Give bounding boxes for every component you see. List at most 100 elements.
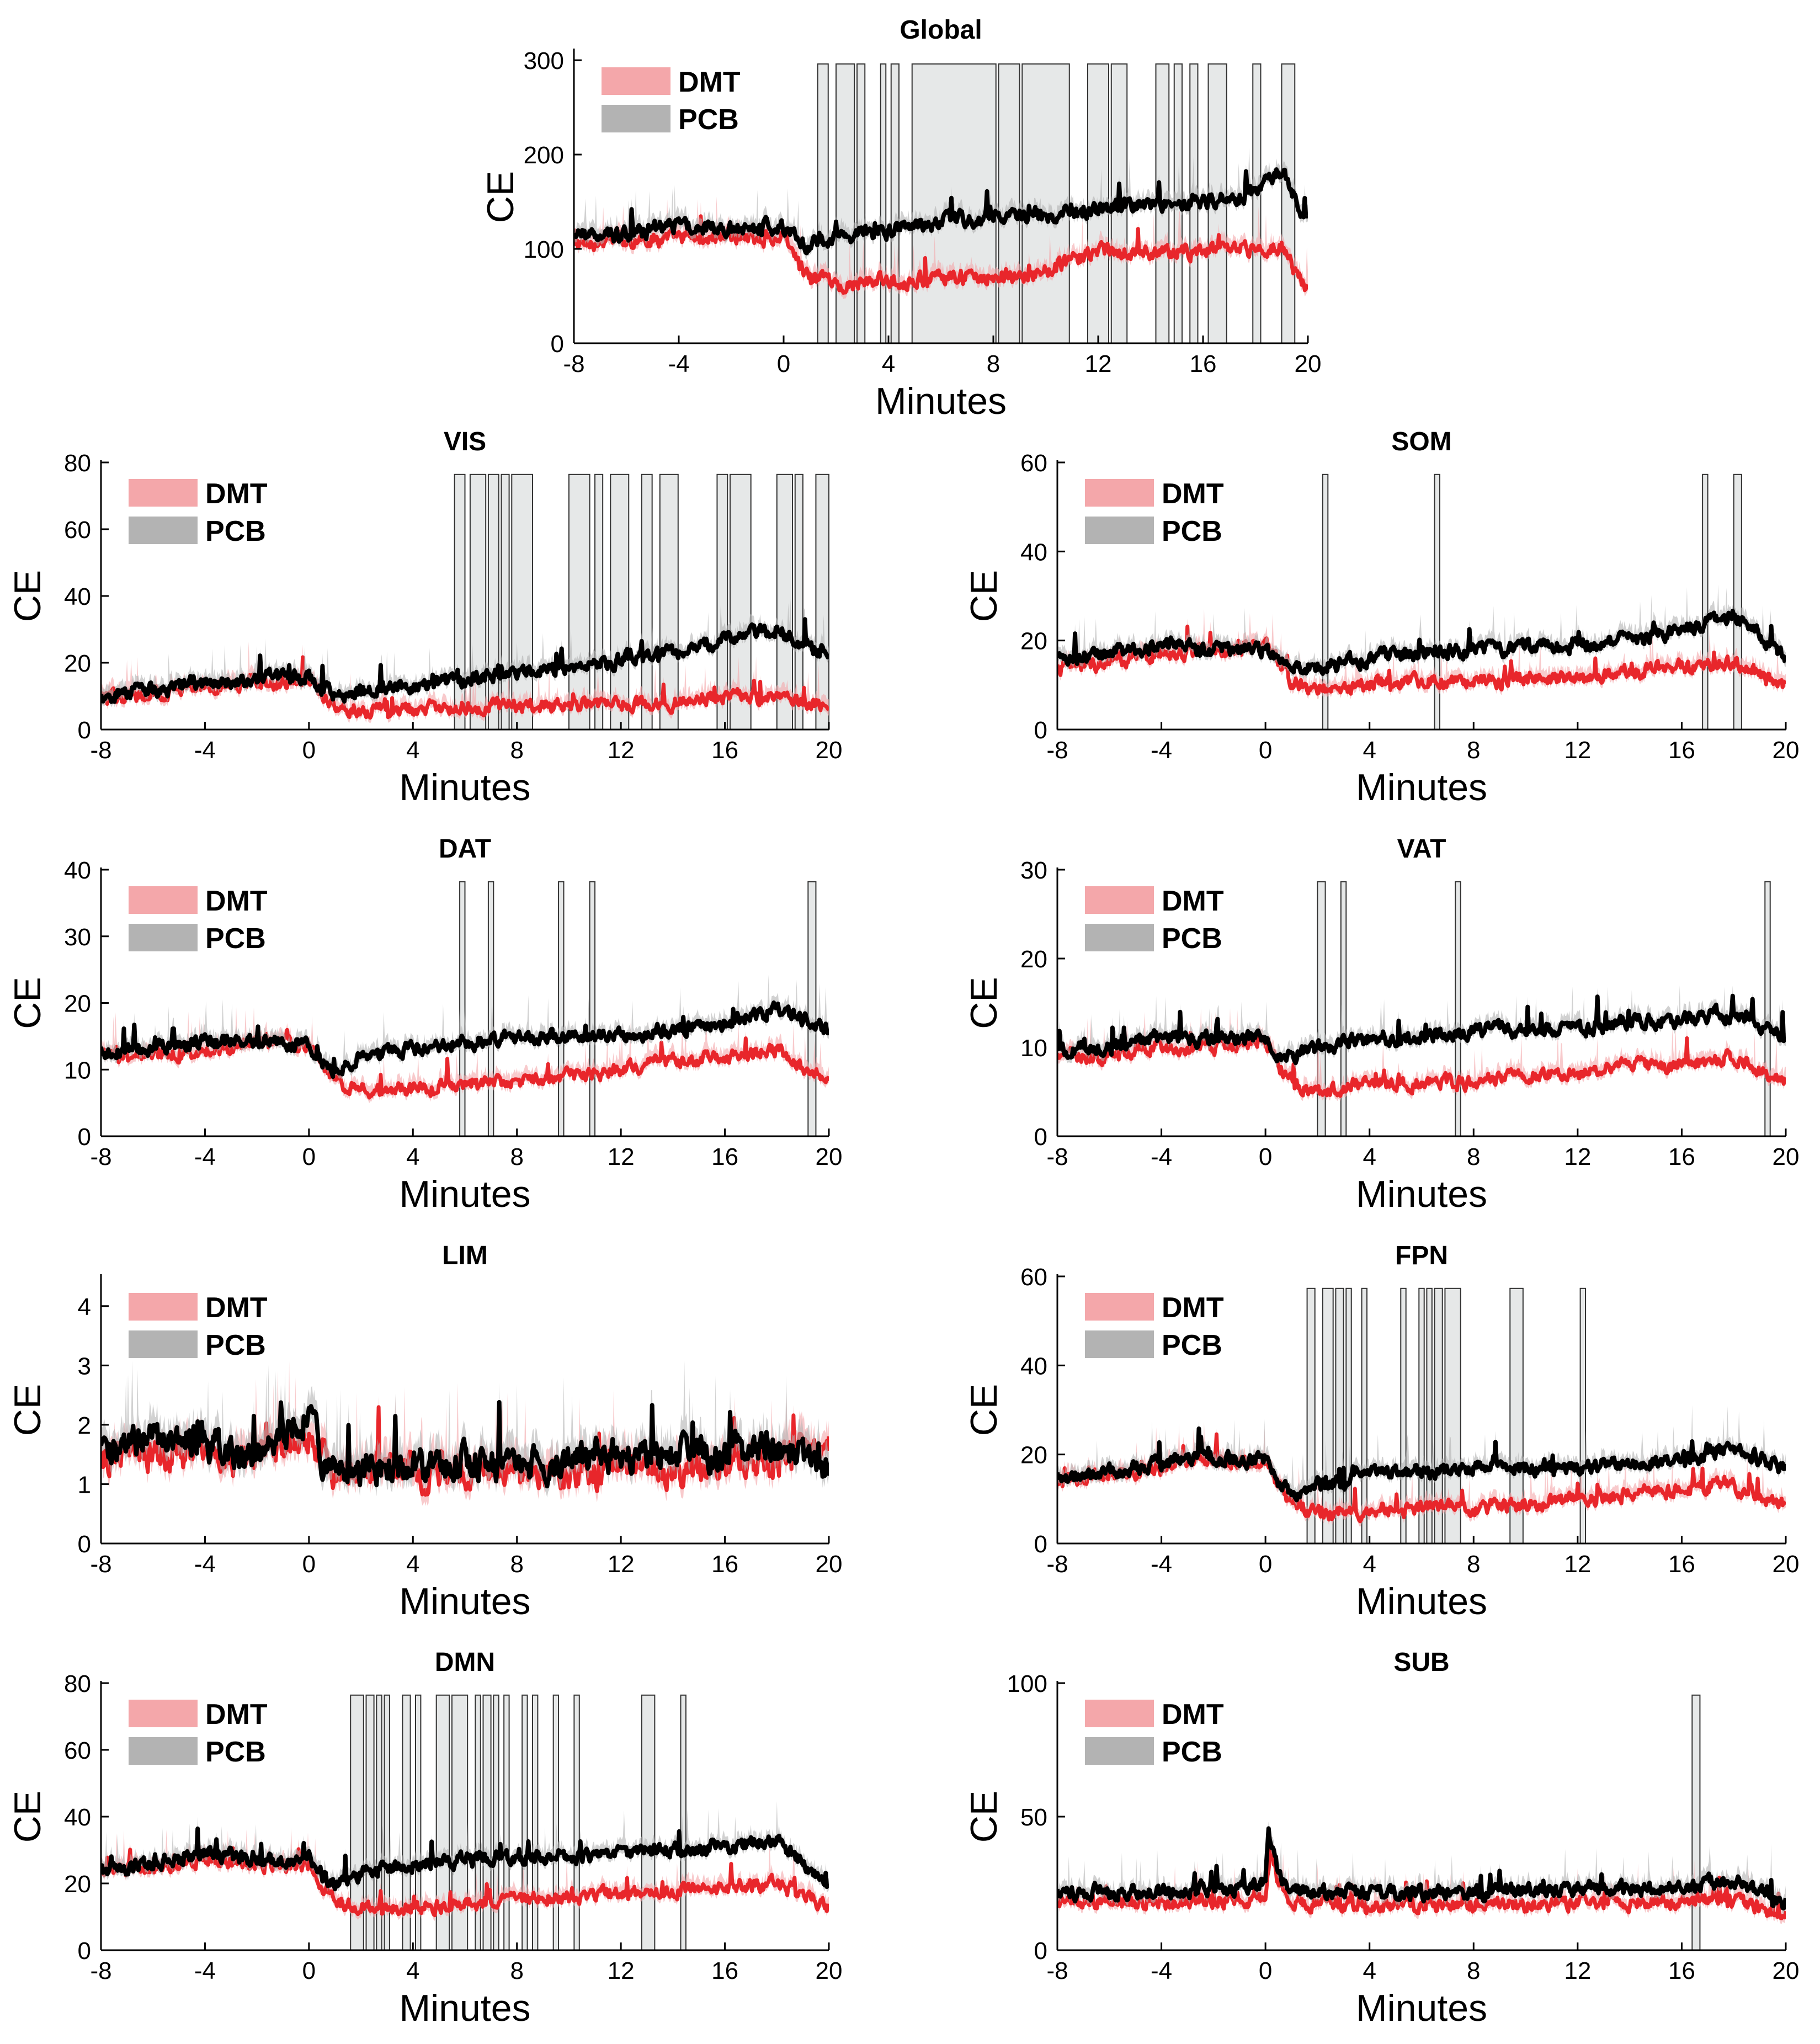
legend-swatch-pcb xyxy=(1085,924,1154,951)
significance-window xyxy=(1317,881,1326,1137)
x-tick-label: -8 xyxy=(1046,737,1068,764)
significance-window xyxy=(469,473,487,731)
chart-title: VAT xyxy=(1397,834,1446,864)
y-axis-label: CE xyxy=(7,1791,49,1843)
legend: DMT PCB xyxy=(1085,478,1224,547)
x-tick-label: 20 xyxy=(816,737,843,764)
x-axis-label: Minutes xyxy=(1356,1580,1487,1622)
y-axis-label: CE xyxy=(7,977,49,1029)
x-tick-label: 0 xyxy=(302,1551,316,1578)
x-tick-label: 8 xyxy=(1467,1143,1480,1170)
significance-window xyxy=(487,473,499,731)
x-axis-label: Minutes xyxy=(399,1173,530,1215)
y-tick-label: 0 xyxy=(78,1937,91,1965)
y-tick-label: 20 xyxy=(1020,1442,1047,1469)
legend-label-pcb: PCB xyxy=(1162,1329,1222,1361)
significance-window xyxy=(880,63,887,344)
x-axis-label: Minutes xyxy=(1356,766,1487,808)
y-tick-label: 4 xyxy=(78,1294,91,1321)
significance-window xyxy=(1340,881,1347,1137)
legend-swatch-pcb xyxy=(129,924,198,951)
x-tick-label: 8 xyxy=(1467,1957,1480,1984)
y-axis-label: CE xyxy=(7,570,49,622)
x-tick-label: 20 xyxy=(816,1957,843,1984)
significance-window xyxy=(487,881,494,1137)
x-tick-label: 12 xyxy=(1564,1957,1591,1984)
legend-swatch-dmt xyxy=(129,886,198,914)
significance-window xyxy=(641,473,653,731)
x-tick-label: -8 xyxy=(1046,1143,1068,1170)
x-tick-label: -8 xyxy=(90,1551,111,1578)
x-tick-label: 4 xyxy=(1363,737,1376,764)
y-axis-label: CE xyxy=(963,977,1005,1029)
x-tick-label: 8 xyxy=(1467,737,1480,764)
series-band-pcb xyxy=(1057,1405,1786,1506)
panel-global: -8 -4 0 4 8 12 16 200100200300GlobalMinutesCEDM… xyxy=(480,15,1321,422)
x-tick-label: 4 xyxy=(1363,1143,1376,1170)
x-tick-label: 12 xyxy=(608,1143,635,1170)
legend-swatch-pcb xyxy=(129,517,198,544)
significance-window xyxy=(1281,63,1296,344)
y-tick-label: 100 xyxy=(1007,1670,1047,1697)
x-tick-label: -8 xyxy=(1046,1957,1068,1984)
series-band-pcb xyxy=(101,975,829,1083)
x-tick-label: 16 xyxy=(711,1143,738,1170)
y-tick-label: 30 xyxy=(1020,857,1047,884)
x-tick-label: -4 xyxy=(194,1143,216,1170)
x-tick-label: 20 xyxy=(1295,350,1322,377)
x-tick-label: 12 xyxy=(1564,1551,1591,1578)
legend-label-dmt: DMT xyxy=(1162,1699,1224,1731)
x-tick-label: -4 xyxy=(194,737,216,764)
x-tick-label: 8 xyxy=(510,1957,523,1984)
series-line-pcb xyxy=(101,617,829,704)
y-tick-label: 60 xyxy=(1020,450,1047,477)
chart-title: SOM xyxy=(1391,427,1451,456)
y-tick-label: 200 xyxy=(524,142,564,169)
legend-swatch-dmt xyxy=(129,479,198,507)
significance-window xyxy=(1702,473,1709,731)
series-line-dmt xyxy=(1057,1844,1786,1920)
significance-window xyxy=(1252,63,1262,344)
chart-title: DAT xyxy=(439,834,491,864)
y-tick-label: 10 xyxy=(1020,1035,1047,1062)
significance-window xyxy=(836,63,855,344)
legend-swatch-dmt xyxy=(1085,479,1154,507)
significance-window xyxy=(1691,1694,1701,1951)
x-tick-label: 20 xyxy=(1773,1551,1800,1578)
x-tick-label: 16 xyxy=(1668,1143,1695,1170)
series-band-pcb xyxy=(101,1801,829,1895)
y-tick-label: 40 xyxy=(64,857,91,884)
x-tick-label: -4 xyxy=(1151,1957,1172,1984)
y-tick-label: 1 xyxy=(78,1471,91,1498)
legend-swatch-pcb xyxy=(1085,1737,1154,1765)
x-tick-label: 4 xyxy=(406,1143,419,1170)
x-tick-label: 8 xyxy=(510,737,523,764)
y-tick-label: 40 xyxy=(64,1804,91,1831)
series-line-dmt xyxy=(574,214,1308,295)
legend-swatch-pcb xyxy=(129,1737,198,1765)
significance-window xyxy=(558,881,565,1137)
y-tick-label: 60 xyxy=(64,1737,91,1764)
chart-title: VIS xyxy=(444,427,486,456)
significance-window xyxy=(1764,881,1771,1137)
panel-dmn: -8 -4 0 4 8 12 16 20 0 20 40 60 80 DMN Minutes CE DMT PCB xyxy=(7,1648,842,2029)
x-tick-label: 20 xyxy=(1773,737,1800,764)
series-line-pcb xyxy=(101,1826,829,1892)
panel-vis: -8 -4 0 4 8 12 16 20 0 20 40 60 80 VIS Minutes CE DMT PCB xyxy=(7,427,842,808)
x-tick-label: 4 xyxy=(406,1957,419,1984)
x-tick-label: -4 xyxy=(194,1957,216,1984)
x-tick-label: -8 xyxy=(90,1143,111,1170)
chart-title: DMN xyxy=(435,1648,495,1677)
significance-window xyxy=(680,1694,687,1951)
legend-label-pcb: PCB xyxy=(678,104,739,136)
x-tick-label: 8 xyxy=(510,1551,523,1578)
y-tick-label: 0 xyxy=(78,717,91,744)
x-tick-label: 0 xyxy=(1259,1957,1272,1984)
y-tick-label: 20 xyxy=(64,650,91,677)
x-tick-label: 0 xyxy=(1259,1143,1272,1170)
x-axis-label: Minutes xyxy=(399,1580,530,1622)
legend-swatch-pcb xyxy=(1085,517,1154,544)
x-tick-label: 8 xyxy=(987,350,1000,377)
y-tick-label: 0 xyxy=(1034,717,1047,744)
